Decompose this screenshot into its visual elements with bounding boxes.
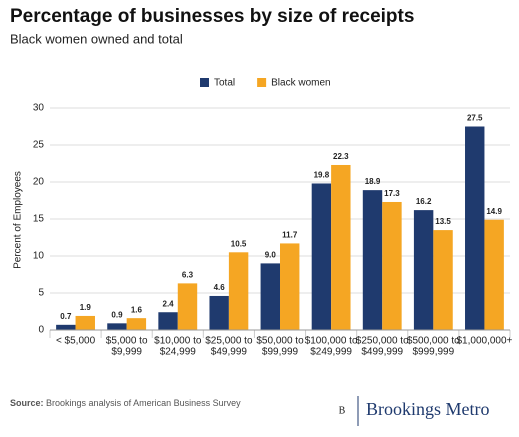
bar (107, 323, 127, 330)
bar (75, 315, 95, 330)
value-label: 2.4 (163, 299, 175, 308)
x-tick-label: $5,000 to (106, 336, 148, 347)
value-label: 4.6 (214, 283, 226, 292)
bar (177, 283, 198, 330)
value-label: 0.7 (60, 312, 72, 321)
source: Source: Brookings analysis of American B… (10, 398, 241, 408)
value-label: 1.6 (131, 305, 143, 314)
x-tick-label: $9,999 (111, 347, 142, 358)
x-tick-label: $24,999 (160, 347, 197, 358)
y-tick-label: 10 (33, 251, 45, 262)
legend-swatch (200, 78, 209, 87)
bar (158, 312, 178, 330)
legend-swatch (257, 78, 267, 87)
y-tick-label: 0 (38, 325, 44, 336)
y-axis-label: Percent of Employees (13, 171, 24, 269)
y-tick-label: 15 (33, 214, 45, 225)
y-tick-label: 20 (33, 177, 45, 188)
value-label: 13.5 (435, 217, 451, 226)
brand: Brookings Metro (366, 399, 490, 419)
value-label: 17.3 (384, 189, 400, 198)
value-label: 11.7 (282, 231, 298, 240)
x-tick-label: $25,000 to (205, 336, 253, 347)
value-label: 0.9 (111, 310, 123, 319)
chart-title: Percentage of businesses by size of rece… (10, 6, 414, 27)
source-text: Brookings analysis of American Business … (46, 398, 241, 408)
x-tick-label: $99,999 (262, 347, 299, 358)
x-tick-label: $100,000 to (305, 336, 358, 347)
bar (209, 295, 229, 330)
x-tick-label: $50,000 to (256, 336, 304, 347)
chart-subtitle: Black women owned and total (10, 31, 183, 46)
x-tick-label: $49,999 (211, 347, 248, 358)
value-label: 6.3 (182, 270, 194, 279)
bar (311, 183, 332, 330)
bar (382, 201, 402, 330)
x-tick-label: < $5,000 (56, 336, 96, 347)
bar (484, 219, 504, 330)
bar (56, 324, 76, 330)
bar (280, 243, 300, 330)
y-tick-label: 5 (38, 288, 44, 299)
value-label: 16.2 (416, 197, 432, 206)
bar (260, 263, 280, 330)
value-label: 19.8 (314, 171, 330, 180)
y-tick-label: 30 (33, 103, 45, 114)
x-tick-label: $10,000 to (154, 336, 202, 347)
bar (331, 164, 351, 330)
x-tick-label: $999,999 (412, 347, 454, 358)
x-tick-label: $500,000 to (407, 336, 460, 347)
brand-mark: B (339, 405, 346, 416)
bar (362, 190, 383, 330)
value-label: 9.0 (265, 251, 277, 260)
value-label: 10.5 (231, 239, 247, 248)
value-label: 27.5 (467, 114, 483, 123)
bar (465, 126, 485, 330)
bar (228, 252, 249, 330)
y-tick-label: 25 (33, 140, 45, 151)
x-tick-label: $249,999 (310, 347, 352, 358)
value-label: 14.9 (486, 207, 502, 216)
legend-label: Total (214, 78, 235, 89)
x-tick-label: $250,000 to (356, 336, 409, 347)
value-label: 18.9 (365, 177, 381, 186)
x-tick-label: $1,000,000+ (456, 336, 512, 347)
bar (126, 318, 147, 330)
value-label: 1.9 (80, 303, 92, 312)
source-label: Source: (10, 398, 44, 408)
bar (413, 210, 434, 330)
x-tick-label: $499,999 (361, 347, 403, 358)
bar (433, 230, 453, 330)
legend-label: Black women (271, 78, 330, 89)
value-label: 22.3 (333, 152, 349, 161)
